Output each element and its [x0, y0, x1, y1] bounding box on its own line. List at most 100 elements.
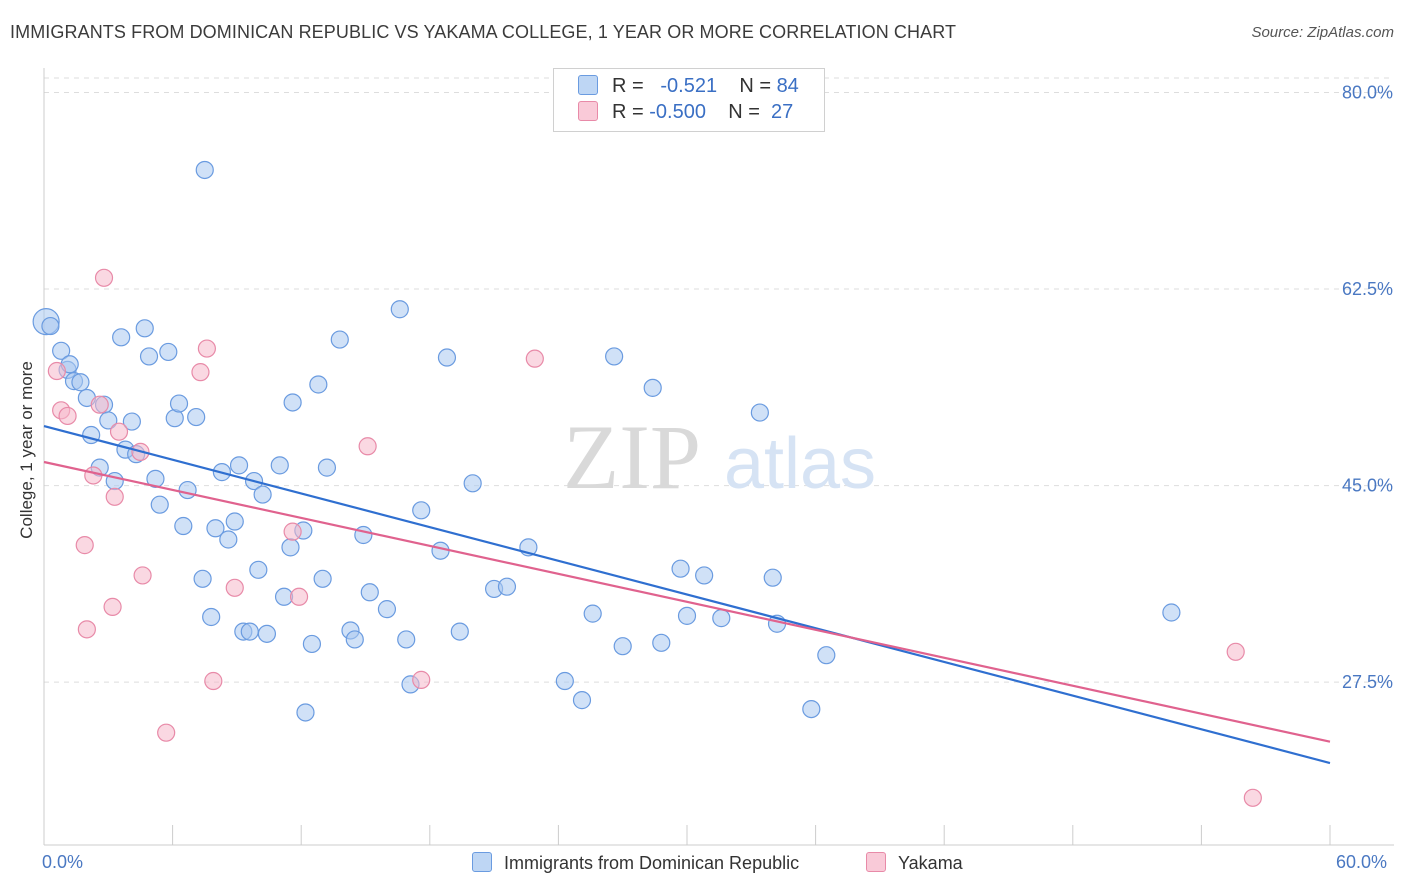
series-dominican-points [32, 160, 1181, 722]
legend-label-yakama: Yakama [898, 853, 963, 873]
data-point [157, 723, 176, 742]
data-point [572, 691, 592, 710]
data-point [695, 566, 714, 585]
watermark-atlas: atlas [724, 424, 876, 504]
legend-n-value: 27 [771, 101, 794, 123]
legend-swatch-blue [472, 852, 492, 872]
data-point [249, 560, 268, 579]
series-legend: Immigrants from Dominican Republic Yakam… [0, 852, 1406, 878]
data-point [41, 316, 60, 336]
data-point [47, 361, 66, 381]
y-axis-label: College, 1 year or more [17, 361, 36, 539]
data-point [225, 578, 244, 597]
y-tick-label: 62.5% [1342, 279, 1393, 299]
data-point [71, 373, 90, 392]
legend-r-value: -0.521 [660, 75, 718, 97]
data-point [289, 587, 309, 606]
data-point [802, 699, 821, 719]
data-point [178, 480, 197, 500]
y-axis-label-wrap: College, 1 year or more [12, 250, 42, 650]
data-point [270, 456, 289, 475]
data-point [240, 622, 259, 641]
data-point [750, 403, 769, 422]
data-point [75, 536, 94, 555]
data-point [817, 646, 836, 665]
data-point [330, 330, 349, 349]
data-point [159, 342, 178, 362]
legend-r-label: R = [612, 75, 644, 97]
data-point [99, 411, 118, 430]
series-yakama-points [47, 268, 1262, 807]
legend-r-value: -0.500 [649, 101, 706, 123]
data-point [84, 466, 103, 485]
data-point [317, 458, 337, 477]
legend-n-label: N = [728, 101, 760, 123]
data-point [103, 597, 122, 616]
legend-n-label: N = [739, 75, 771, 97]
data-point [358, 437, 377, 456]
legend-n-value: 84 [776, 75, 799, 97]
data-point [643, 378, 662, 397]
y-tick-label: 45.0% [1342, 476, 1393, 496]
data-point [112, 328, 131, 347]
grid-lines [44, 77, 1394, 683]
watermark: ZIP atlas [563, 406, 876, 508]
data-point [397, 630, 416, 649]
legend-row-dominican: R = -0.521 N = 84 [578, 75, 799, 99]
y-tick-label: 27.5% [1342, 672, 1393, 692]
data-point [191, 363, 210, 382]
data-point [412, 501, 431, 520]
data-point [1162, 603, 1181, 622]
data-point [52, 341, 71, 360]
watermark-zip: ZIP [563, 406, 701, 508]
legend-swatch-blue [578, 75, 598, 95]
data-point [605, 347, 624, 366]
data-point [195, 160, 214, 180]
data-point [169, 394, 189, 413]
data-point [309, 375, 328, 394]
data-point [360, 583, 379, 602]
data-point [390, 300, 409, 319]
source-label: Source: ZipAtlas.com [1251, 24, 1394, 41]
data-point [257, 624, 277, 643]
data-point [583, 604, 602, 623]
data-point [219, 530, 238, 549]
data-point [174, 516, 193, 536]
data-point [90, 395, 109, 414]
data-point [193, 569, 212, 588]
data-point [296, 703, 315, 722]
data-point [122, 412, 141, 431]
legend-r-label: R = [612, 101, 644, 123]
data-point [283, 522, 302, 541]
data-point [525, 349, 544, 368]
legend-item-dominican: Immigrants from Dominican Republic [472, 852, 799, 874]
data-point [139, 347, 159, 366]
data-point [677, 606, 697, 625]
data-point [431, 541, 450, 560]
data-point [77, 620, 96, 639]
data-point [253, 485, 272, 504]
data-point [283, 393, 302, 412]
data-point [652, 633, 671, 652]
data-point [302, 634, 322, 654]
data-point [94, 268, 114, 287]
data-point [225, 512, 244, 531]
data-point [377, 600, 397, 619]
x-tick-min: 0.0% [42, 852, 84, 872]
data-point [105, 487, 124, 506]
chart-title: IMMIGRANTS FROM DOMINICAN REPUBLIC VS YA… [10, 22, 957, 42]
y-tick-label: 80.0% [1342, 82, 1393, 102]
x-tick-max: 60.0% [1336, 852, 1388, 872]
data-point [1243, 788, 1262, 807]
data-point [345, 630, 364, 649]
data-point [58, 406, 77, 426]
data-point [150, 495, 169, 514]
data-point [763, 568, 782, 587]
trend-line-yakama [43, 460, 1331, 743]
data-point [497, 577, 517, 596]
data-point [463, 474, 482, 493]
legend-swatch-pink [866, 852, 886, 872]
data-point [202, 607, 221, 627]
correlation-legend: R = -0.521 N = 84 R = -0.500 N = 27 [553, 68, 825, 132]
